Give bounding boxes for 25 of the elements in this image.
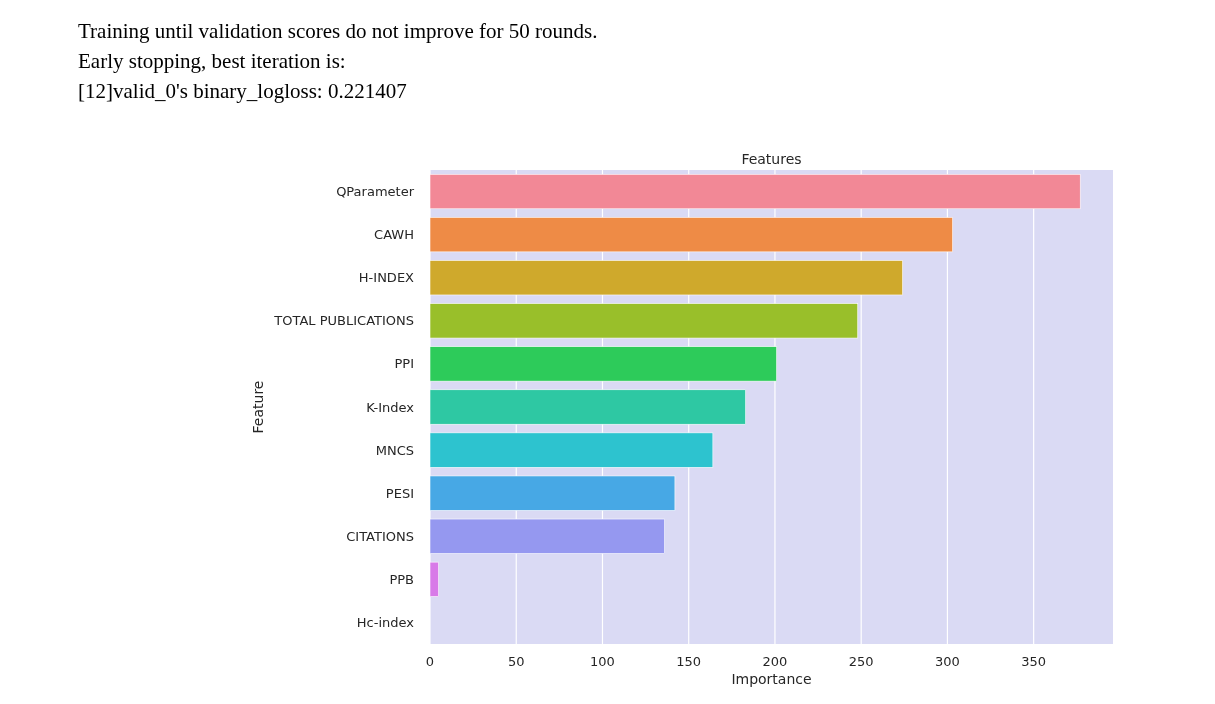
y-tick-label: K-Index — [366, 399, 415, 415]
y-tick-label: H-INDEX — [358, 270, 415, 286]
text: Training until validation scores do not improve for 50 rounds. — [78, 19, 598, 43]
x-tick-label: 200 — [762, 654, 788, 669]
x-tick-label: 150 — [676, 654, 702, 669]
x-tick-label: 50 — [507, 654, 525, 669]
y-tick-label: TOTAL PUBLICATIONS — [273, 313, 414, 329]
y-tick-label: CAWH — [374, 227, 414, 243]
y-tick-label: QParameter — [336, 184, 415, 200]
x-axis-title: Importance — [731, 671, 812, 687]
y-tick-label: PESI — [385, 485, 414, 501]
y-tick-label: MNCS — [375, 442, 414, 458]
x-tick-label: 100 — [590, 654, 615, 669]
chart-title: Features — [741, 151, 802, 167]
x-tick-label: 300 — [935, 654, 960, 669]
text: Early stopping, best iteration is: — [78, 49, 346, 73]
x-tick-label: 350 — [1021, 654, 1047, 669]
y-tick-label: PPB — [389, 571, 414, 587]
x-tick-label: 0 — [425, 654, 435, 669]
y-axis-title: Feature — [250, 380, 266, 434]
y-tick-label: Hc-index — [356, 615, 415, 630]
y-tick-label: CITATIONS — [346, 528, 414, 544]
y-tick-label: PPI — [394, 356, 414, 372]
text: [12]valid_0's binary_logloss: 0.221407 — [78, 79, 407, 103]
x-tick-label: 250 — [848, 654, 874, 669]
